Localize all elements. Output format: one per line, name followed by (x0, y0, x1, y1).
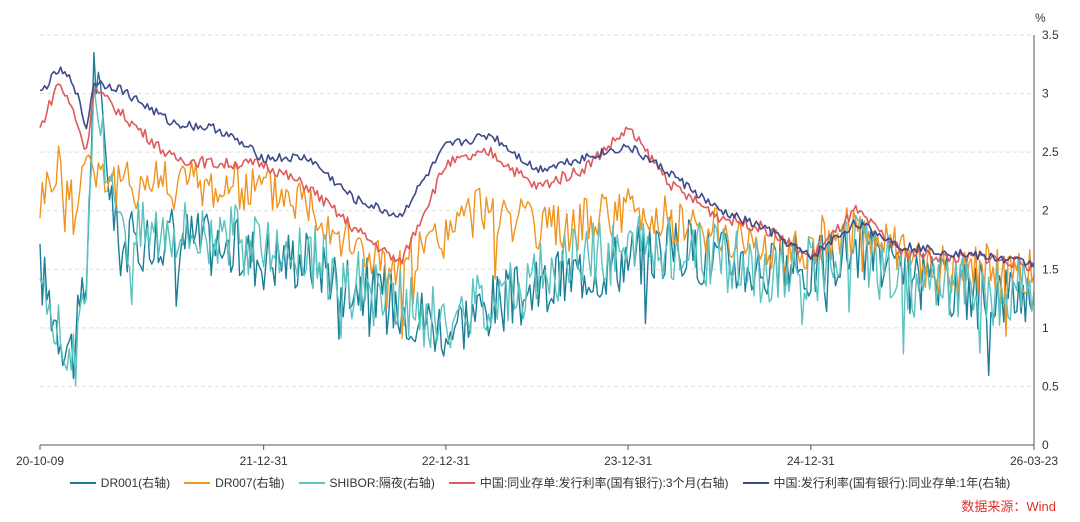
legend: DR001(右轴) DR007(右轴) SHIBOR:隔夜(右轴) 中国:同业存单:发… (0, 474, 1080, 491)
legend-label: 中国:同业存单:发行利率(国有银行):3个月(右轴) (479, 476, 729, 490)
y-tick-label: 1.5 (1042, 262, 1059, 276)
x-tick-labels: 20-10-09 21-12-31 22-12-31 23-12-31 24-12-31… (16, 445, 1058, 468)
x-tick-label: 23-12-31 (604, 454, 652, 468)
legend-swatch (448, 481, 475, 484)
source-note: 数据来源：Wind (961, 499, 1056, 514)
series-line (39, 82, 1035, 387)
legend-swatch (298, 481, 325, 484)
legend-swatch (69, 481, 96, 484)
series-line (39, 145, 1035, 340)
series-line (39, 66, 1035, 268)
legend-label: DR001(右轴) (100, 476, 171, 490)
legend-swatch (742, 481, 769, 484)
series-line (39, 83, 1035, 272)
y-tick-label: 0 (1042, 438, 1049, 452)
series-line (39, 51, 1035, 380)
legend-label: DR007(右轴) (215, 476, 285, 490)
x-tick-label: 26-03-23 (1010, 454, 1058, 468)
y-tick-label: 2 (1042, 204, 1049, 218)
legend-swatch (184, 481, 211, 484)
y-tick-label: 0.5 (1042, 379, 1059, 393)
x-tick-label: 22-12-31 (422, 454, 470, 468)
legend-item[interactable]: DR007(右轴) (184, 474, 285, 491)
legend-item[interactable]: DR001(右轴) (69, 474, 171, 491)
legend-label: SHIBOR:隔夜(右轴) (329, 476, 435, 490)
y-tick-labels: 0 0.5 1 1.5 2 2.5 3 3.5 (1042, 28, 1059, 452)
gridlines (40, 34, 1034, 387)
x-tick-label: 21-12-31 (240, 454, 288, 468)
legend-label: 中国:发行利率(国有银行):同业存单:1年(右轴) (773, 476, 1011, 490)
x-tick-label: 20-10-09 (16, 454, 64, 468)
y-tick-label: 3.5 (1042, 28, 1059, 42)
y-tick-label: 3 (1042, 87, 1049, 101)
legend-item[interactable]: 中国:同业存单:发行利率(国有银行):3个月(右轴) (448, 474, 729, 491)
y-tick-label: 1 (1042, 321, 1049, 335)
series-lines (39, 51, 1035, 387)
legend-item[interactable]: SHIBOR:隔夜(右轴) (298, 474, 435, 491)
x-tick-label: 24-12-31 (787, 454, 835, 468)
legend-item[interactable]: 中国:发行利率(国有银行):同业存单:1年(右轴) (742, 474, 1011, 491)
y-axis-unit: % (1035, 11, 1046, 25)
y-tick-label: 2.5 (1042, 145, 1059, 159)
